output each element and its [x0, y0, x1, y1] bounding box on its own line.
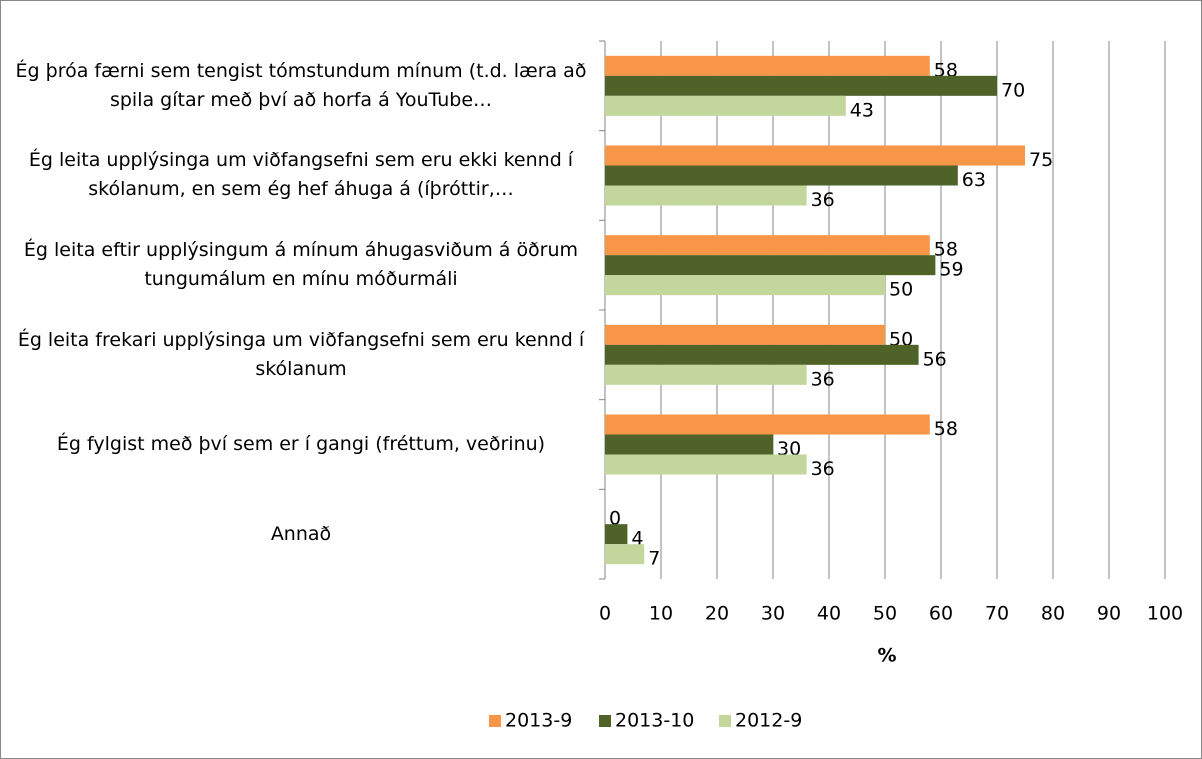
legend-label: 2012-9: [735, 710, 802, 732]
x-tick-label: 0: [599, 603, 611, 625]
legend-label: 2013-10: [615, 710, 694, 732]
data-label: 36: [811, 189, 835, 211]
legend-swatch: [489, 715, 501, 727]
bar: [605, 55, 930, 76]
bar: [605, 324, 885, 345]
x-tick-label: 40: [817, 603, 841, 625]
bar: [605, 454, 807, 475]
data-label: 36: [811, 458, 835, 480]
data-label: 59: [939, 259, 963, 281]
x-tick-label: 70: [985, 603, 1009, 625]
x-tick-label: 50: [873, 603, 897, 625]
bar: [605, 95, 846, 116]
bar: [605, 344, 919, 365]
x-axis-label: %: [877, 645, 896, 667]
x-tick-label: 20: [705, 603, 729, 625]
category-label: Ég leita frekari upplýsinga um viðfangse…: [17, 328, 585, 380]
x-tick-label: 10: [649, 603, 673, 625]
category-label: Ég leita upplýsinga um viðfangsefni sem …: [28, 149, 574, 201]
bar: [605, 145, 1025, 166]
bar: [605, 364, 807, 385]
legend-swatch: [719, 715, 731, 727]
bar: [605, 524, 628, 545]
category-label: Ég fylgist með því sem er í gangi (frétt…: [56, 432, 546, 455]
data-label: 36: [811, 368, 835, 390]
data-label: 58: [934, 418, 958, 440]
x-tick-label: 80: [1041, 603, 1065, 625]
x-tick-label: 90: [1097, 603, 1121, 625]
x-tick-label: 100: [1147, 603, 1183, 625]
bar: [605, 235, 930, 256]
x-tick-label: 60: [929, 603, 953, 625]
bar: [605, 165, 958, 186]
data-label: 58: [934, 239, 958, 261]
data-label: 50: [889, 279, 913, 301]
category-label: Ég þróa færni sem tengist tómstundum mín…: [15, 59, 587, 111]
category-label: Annað: [270, 522, 332, 545]
legend-swatch: [599, 715, 611, 727]
legend-label: 2013-9: [505, 710, 572, 732]
bar: [605, 255, 936, 276]
data-label: 75: [1029, 149, 1053, 171]
bar: [605, 434, 773, 455]
data-label: 7: [648, 548, 660, 570]
bar: [605, 275, 885, 296]
bar: [605, 414, 930, 435]
data-label: 43: [850, 99, 874, 121]
data-label: 63: [962, 169, 986, 191]
data-label: 56: [923, 348, 947, 370]
data-label: 70: [1001, 79, 1025, 101]
bar: [605, 185, 807, 206]
category-label: Ég leita eftir upplýsingum á mínum áhuga…: [23, 239, 579, 291]
x-tick-label: 30: [761, 603, 785, 625]
bar: [605, 544, 645, 565]
bar: [605, 75, 997, 96]
